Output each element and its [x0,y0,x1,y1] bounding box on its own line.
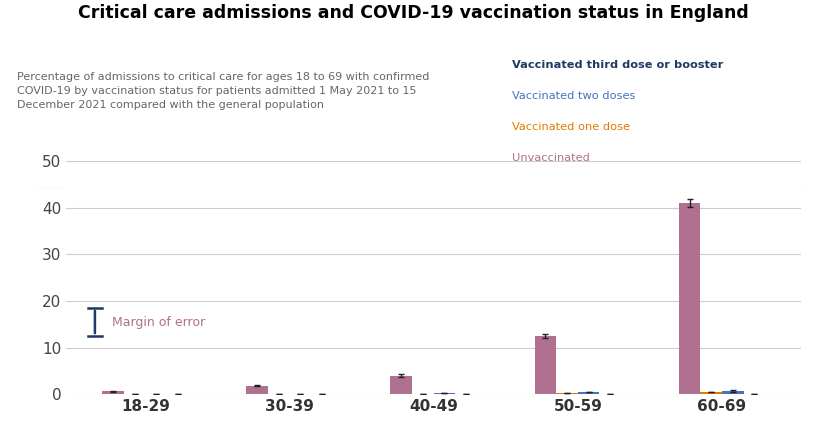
Text: Vaccinated third dose or booster: Vaccinated third dose or booster [512,60,724,70]
Text: Vaccinated two doses: Vaccinated two doses [512,91,635,101]
Text: Margin of error: Margin of error [112,315,206,328]
Bar [556,393,578,394]
Bar [679,203,700,394]
Bar [534,336,556,394]
Bar [391,375,412,394]
Bar [434,393,455,394]
Bar [722,391,743,394]
Text: Unvaccinated: Unvaccinated [512,153,590,164]
Bar [578,392,600,394]
Text: Percentage of admissions to critical care for ages 18 to 69 with confirmed
COVID: Percentage of admissions to critical car… [17,72,429,110]
Bar [700,392,722,394]
Text: Vaccinated one dose: Vaccinated one dose [512,122,630,132]
Bar [246,386,268,394]
Bar [102,392,124,394]
Text: Critical care admissions and COVID-19 vaccination status in England: Critical care admissions and COVID-19 va… [78,4,748,22]
